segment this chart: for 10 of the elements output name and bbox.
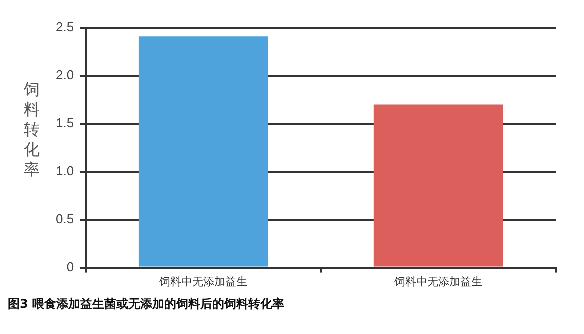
x-tick-label: 饲料中无添加益生 <box>394 275 483 288</box>
x-tick-label: 饲料中无添加益生 <box>158 275 248 288</box>
text: 图3 喂食添加益生菌或无添加的饲料后的饲料转化率 <box>8 296 285 313</box>
y-tick-label: 0.5 <box>56 211 74 226</box>
y-tick-label: 1.5 <box>56 116 74 130</box>
y-tick-label: 2.0 <box>56 68 74 83</box>
y-tick-label: 2.5 <box>56 20 74 35</box>
y-tick-label: 0 <box>66 259 74 274</box>
y-axis-title: 饲料转化率 <box>23 80 41 180</box>
y-tick-label: 1.0 <box>56 163 74 178</box>
